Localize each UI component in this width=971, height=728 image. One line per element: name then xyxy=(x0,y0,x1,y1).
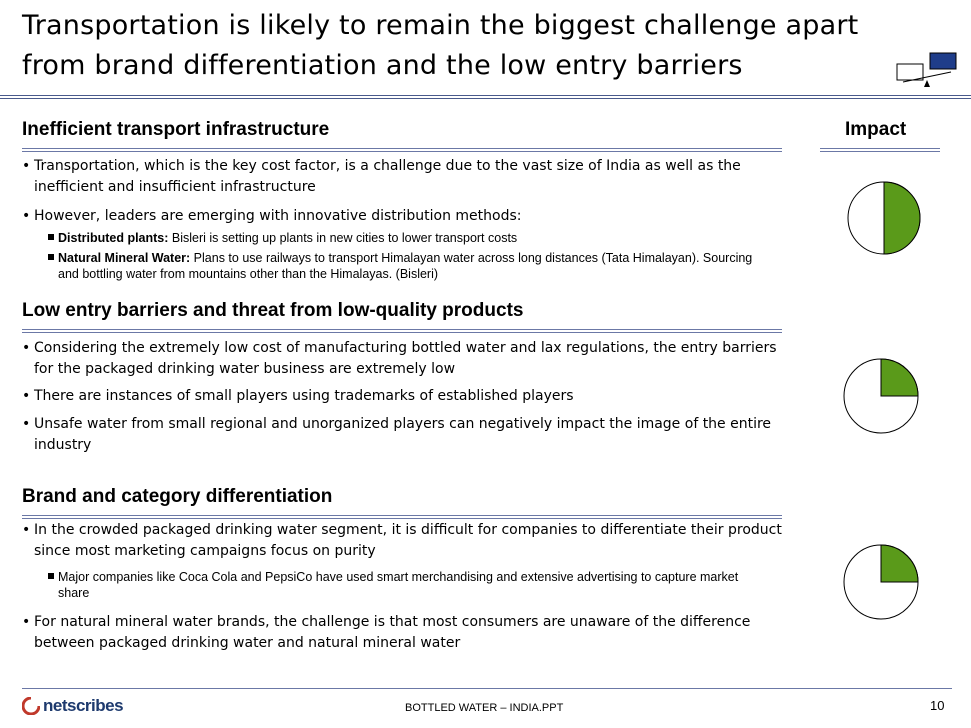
section-heading-entry-barriers: Low entry barriers and threat from low-q… xyxy=(22,300,524,321)
bullet-item: • Transportation, which is the key cost … xyxy=(22,158,741,195)
section-rule xyxy=(22,151,782,152)
impact-rule-2 xyxy=(820,151,940,152)
section-heading-transport: Inefficient transport infrastructure xyxy=(22,119,330,140)
computer-scale-icon xyxy=(896,52,957,87)
footer-filename: BOTTLED WATER – INDIA.PPT xyxy=(405,702,564,714)
impact-rule-1 xyxy=(820,148,940,149)
sub-bullet-item: Major companies like Coca Cola and Pepsi… xyxy=(48,569,768,601)
impact-pie-differentiation xyxy=(843,544,919,620)
impact-wedge xyxy=(880,358,919,397)
section-heading-differentiation: Brand and category differentiation xyxy=(22,486,333,507)
page-number: 10 xyxy=(930,698,945,713)
title-rule-top xyxy=(0,95,971,96)
title-line-2: from brand differentiation and the low e… xyxy=(22,50,743,81)
title-line-1: Transportation is likely to remain the b… xyxy=(22,10,859,41)
section-rule xyxy=(22,329,782,330)
bullet-item: • There are instances of small players u… xyxy=(22,388,574,404)
footer-rule xyxy=(22,688,952,689)
bullet-item: • Unsafe water from small regional and u… xyxy=(22,416,772,453)
section-rule xyxy=(22,148,782,149)
title-rule-bottom xyxy=(0,98,971,99)
impact-pie-transport xyxy=(847,181,921,255)
bullet-item: • Considering the extremely low cost of … xyxy=(22,340,777,377)
bullet-item: • In the crowded packaged drinking water… xyxy=(22,522,782,559)
section-rule xyxy=(22,518,782,519)
logo-text: netscribes xyxy=(43,696,124,715)
sub-bullet-item: Distributed plants: Bisleri is setting u… xyxy=(48,230,768,246)
section-rule xyxy=(22,332,782,333)
impact-wedge xyxy=(883,181,921,255)
netscribes-logo-icon xyxy=(22,697,40,715)
impact-pie-entry-barriers xyxy=(843,358,919,434)
bullet-item: • However, leaders are emerging with inn… xyxy=(22,208,522,224)
impact-wedge xyxy=(880,544,919,583)
bullet-item: • For natural mineral water brands, the … xyxy=(22,614,751,651)
section-rule xyxy=(22,515,782,516)
slide-title: Transportation is likely to remain the b… xyxy=(22,6,902,86)
netscribes-logo: netscribes xyxy=(22,696,124,716)
sub-bullet-item: Natural Mineral Water: Plans to use rail… xyxy=(48,250,768,282)
impact-header: Impact xyxy=(845,119,907,140)
